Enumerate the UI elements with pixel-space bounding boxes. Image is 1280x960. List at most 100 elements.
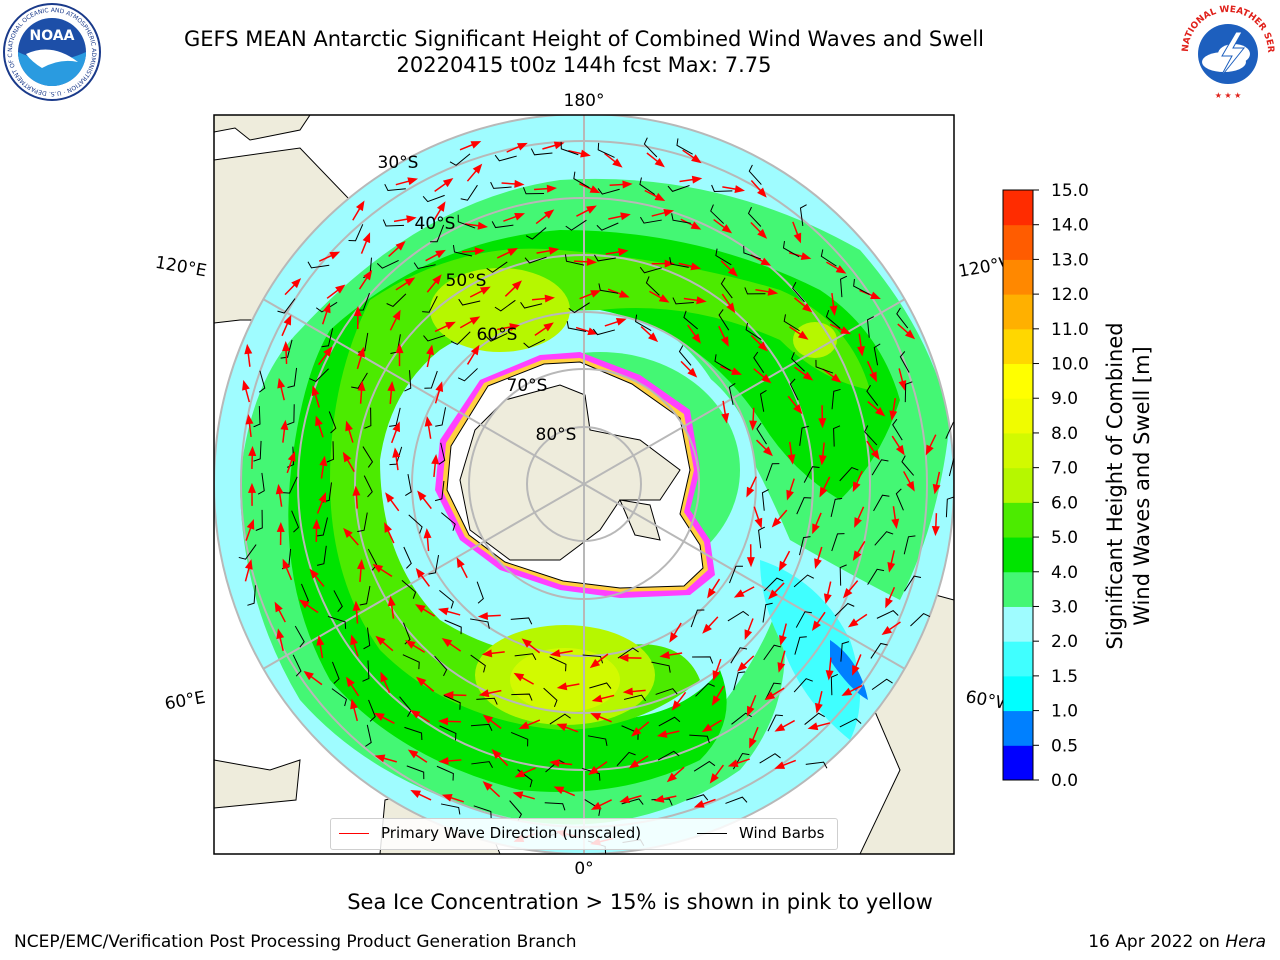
wind-barb — [471, 761, 493, 769]
wind-barb — [896, 307, 909, 329]
wave-direction-arrow — [345, 420, 354, 443]
wave-direction-arrow — [360, 232, 371, 254]
wave-direction-arrow — [604, 318, 627, 327]
footer-date-text: 16 Apr 2022 on — [1088, 932, 1226, 952]
wave-direction-arrow — [372, 563, 393, 577]
wave-direction-arrow — [316, 635, 325, 659]
wind-barb — [715, 248, 732, 266]
wave-direction-arrow — [497, 323, 520, 332]
wind-barb — [729, 565, 743, 584]
wind-barb — [765, 682, 781, 700]
wave-direction-arrow — [409, 709, 430, 723]
wind-barb — [549, 656, 567, 672]
wind-barb — [565, 219, 587, 231]
wave-direction-arrow — [787, 441, 796, 465]
wind-barb — [525, 227, 547, 240]
wave-direction-arrow — [358, 269, 373, 290]
wave-direction-arrow — [374, 712, 395, 725]
wave-direction-arrow — [276, 628, 285, 652]
wave-direction-arrow — [244, 343, 253, 367]
legend-wave-swatch — [339, 832, 369, 834]
wind-barb — [365, 724, 372, 747]
wind-barb — [566, 321, 587, 333]
wind-barb — [731, 712, 752, 725]
wind-barb — [761, 489, 769, 511]
colorbar-tick-label: 3.0 — [1051, 597, 1078, 617]
wave-direction-arrow — [426, 344, 434, 368]
colorbar-swatch — [1003, 224, 1033, 260]
wave-direction-arrow — [425, 249, 446, 262]
wave-direction-arrow — [718, 325, 729, 347]
wave-direction-arrow — [579, 290, 601, 300]
wave-direction-arrow — [407, 749, 428, 763]
wave-direction-arrow — [374, 754, 397, 763]
wave-direction-arrow — [461, 247, 485, 256]
legend-wind-label: Wind Barbs — [739, 824, 825, 842]
wind-barb — [490, 181, 512, 189]
wind-barb — [910, 613, 931, 627]
wave-direction-arrow — [387, 380, 396, 404]
wind-barb — [839, 564, 847, 586]
wave-direction-arrow — [680, 218, 702, 230]
wind-barb — [436, 765, 454, 781]
wave-direction-arrow — [415, 567, 431, 587]
wave-direction-arrow — [556, 723, 579, 733]
wave-direction-arrow — [284, 278, 302, 296]
colorbar-swatch — [1003, 259, 1033, 295]
colorbar-swatch — [1003, 432, 1033, 469]
wind-barb — [744, 287, 766, 295]
wind-barb — [695, 682, 715, 697]
wind-barb — [794, 636, 807, 655]
wave-direction-arrow — [811, 611, 826, 632]
wind-barb — [791, 352, 805, 372]
sea-ice-caption: Sea Ice Concentration > 15% is shown in … — [347, 890, 933, 914]
wind-barb — [815, 359, 834, 374]
wind-barb — [449, 153, 471, 166]
wave-direction-arrow — [390, 421, 400, 444]
wave-direction-arrow — [375, 635, 394, 652]
wave-direction-arrow — [755, 439, 773, 457]
wave-direction-arrow — [504, 280, 522, 297]
wave-direction-arrow — [852, 654, 862, 676]
colorbar-swatch — [1003, 328, 1033, 365]
wind-barb — [359, 585, 371, 606]
wind-barb — [523, 338, 546, 349]
wind-barb — [510, 731, 529, 747]
wave-direction-arrow — [727, 758, 750, 767]
wave-direction-arrow — [575, 326, 599, 336]
wave-direction-arrow — [807, 722, 831, 731]
wind-barb — [799, 536, 811, 556]
wind-barb — [689, 734, 710, 744]
wave-direction-arrow — [423, 528, 432, 552]
colorbar-tick-label: 1.0 — [1051, 702, 1078, 722]
wave-direction-arrow — [466, 344, 480, 365]
wind-barb — [443, 694, 461, 710]
wave-direction-arrow — [353, 305, 362, 329]
wind-barb — [870, 642, 888, 659]
wave-direction-arrow — [847, 613, 868, 628]
wind-barb — [434, 480, 445, 502]
wave-direction-arrow — [534, 322, 554, 337]
wind-barb — [307, 261, 330, 269]
wave-direction-arrow — [656, 730, 680, 738]
lat-label-30s: 30°S — [378, 153, 419, 173]
antarctica — [435, 352, 715, 598]
wind-barb — [543, 687, 558, 707]
wave-direction-arrow — [605, 248, 629, 256]
wave-direction-arrow — [426, 274, 442, 293]
wind-barb — [315, 301, 338, 313]
wave-direction-arrow — [891, 506, 900, 530]
wave-direction-arrow — [814, 691, 823, 714]
wave-direction-arrow — [608, 212, 631, 221]
wind-barb — [899, 351, 910, 373]
wave-direction-arrow — [618, 653, 642, 662]
wave-direction-arrow — [277, 377, 286, 401]
wind-barb — [758, 526, 766, 549]
wind-barb — [434, 655, 448, 677]
wave-direction-arrow — [733, 586, 755, 598]
wave-direction-arrow — [481, 649, 505, 658]
wind-barb — [485, 332, 508, 342]
lat-label-80s: 80°S — [536, 425, 577, 445]
colorbar-tick-label: 1.5 — [1051, 667, 1078, 687]
chart-title: GEFS MEAN Antarctic Significant Height o… — [0, 26, 1168, 78]
